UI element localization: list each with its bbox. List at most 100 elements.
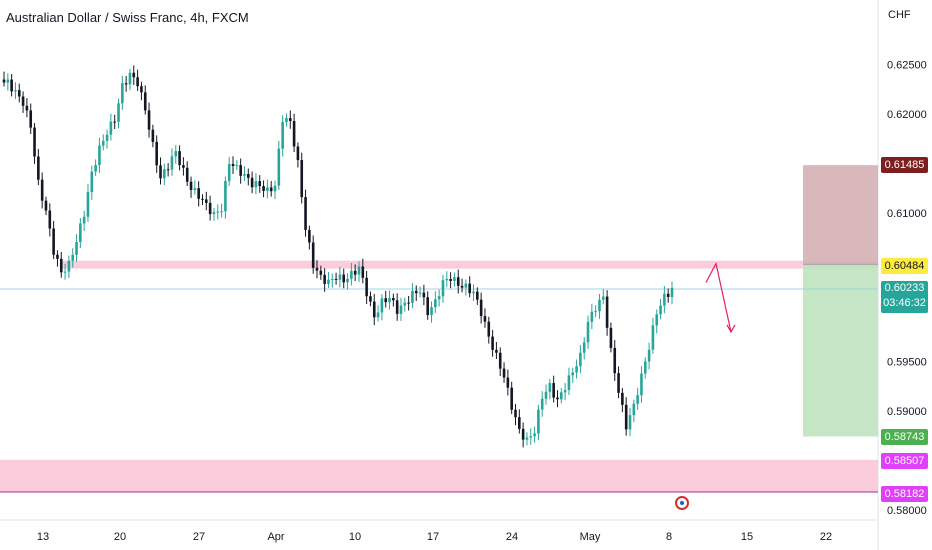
candle [231,163,235,167]
candle [201,198,204,200]
candle [651,325,655,350]
candle [567,375,571,390]
candle [79,223,82,242]
candle [101,140,105,146]
candle [246,174,250,178]
candle [37,156,40,180]
candle [548,383,552,392]
candle [239,165,242,176]
candle [418,292,422,294]
candle [537,409,540,434]
candle [208,202,212,215]
candle [155,141,158,166]
time-tick-label: 22 [820,531,832,543]
candle [14,90,17,92]
economic-event-icon[interactable] [675,496,689,510]
candle [582,342,586,353]
candle [182,165,185,168]
time-tick-label: 8 [666,531,672,543]
candle [71,254,75,261]
candle [52,228,55,255]
candle [350,270,353,279]
candle [441,280,445,297]
candle [193,188,197,190]
candle [227,163,231,182]
candle [132,72,136,78]
candle [411,290,414,303]
candle [117,103,120,122]
candle [98,145,101,166]
candle [224,181,227,212]
candle [624,404,628,430]
time-tick-label: 15 [741,531,753,543]
candle [598,299,601,312]
candle [670,287,674,298]
candle [216,211,220,213]
candle [491,336,494,350]
candle [460,285,464,288]
time-tick-label: Apr [267,531,284,543]
candle [143,92,147,111]
candle [487,321,491,337]
candle [2,79,6,83]
candle [518,417,521,429]
candle [594,311,597,313]
candle [288,118,292,122]
support-top-price-tag: 0.58507 [881,453,928,469]
candle [121,83,124,104]
projection-arrow-head [726,324,736,334]
candle [514,409,517,418]
candle [25,105,29,111]
candle [327,279,330,284]
candle [372,301,376,318]
candle [506,377,510,388]
candle [605,296,609,328]
candle [395,300,399,314]
candle [67,260,71,272]
candle [369,296,372,302]
candle [643,361,647,374]
candle [434,299,437,308]
candle [151,129,155,142]
candle [476,291,479,300]
candle [40,179,44,201]
candle [163,169,166,179]
candle [571,372,575,376]
resistance-zone [60,260,878,269]
candle [285,118,288,123]
candle [647,349,651,362]
candle [414,290,418,294]
candle [124,83,128,85]
candle [90,171,94,193]
candle [113,121,116,123]
risk-area [803,165,878,265]
candle [453,277,456,281]
candle [376,312,380,318]
candle [277,148,281,186]
candle [94,165,97,172]
candle [445,279,449,281]
support-bottom-price-tag: 0.58182 [881,486,928,502]
time-tick-label: 13 [37,531,49,543]
time-tick-label: 24 [506,531,518,543]
candle [342,274,346,283]
price-tick-label: 0.61000 [887,208,927,220]
candle [17,90,21,97]
candle [464,283,468,288]
candle [338,274,342,280]
candle [330,278,334,280]
candle [220,211,223,213]
currency-label: CHF [888,9,911,21]
candle [170,156,174,170]
candle [300,160,304,198]
candle [140,86,143,93]
candle [636,395,639,404]
candle [128,72,132,85]
support-zone [0,459,878,492]
candle [617,373,620,393]
candle [189,181,193,190]
candle [628,415,632,430]
candle [601,296,605,300]
projection-arrow [705,261,732,333]
